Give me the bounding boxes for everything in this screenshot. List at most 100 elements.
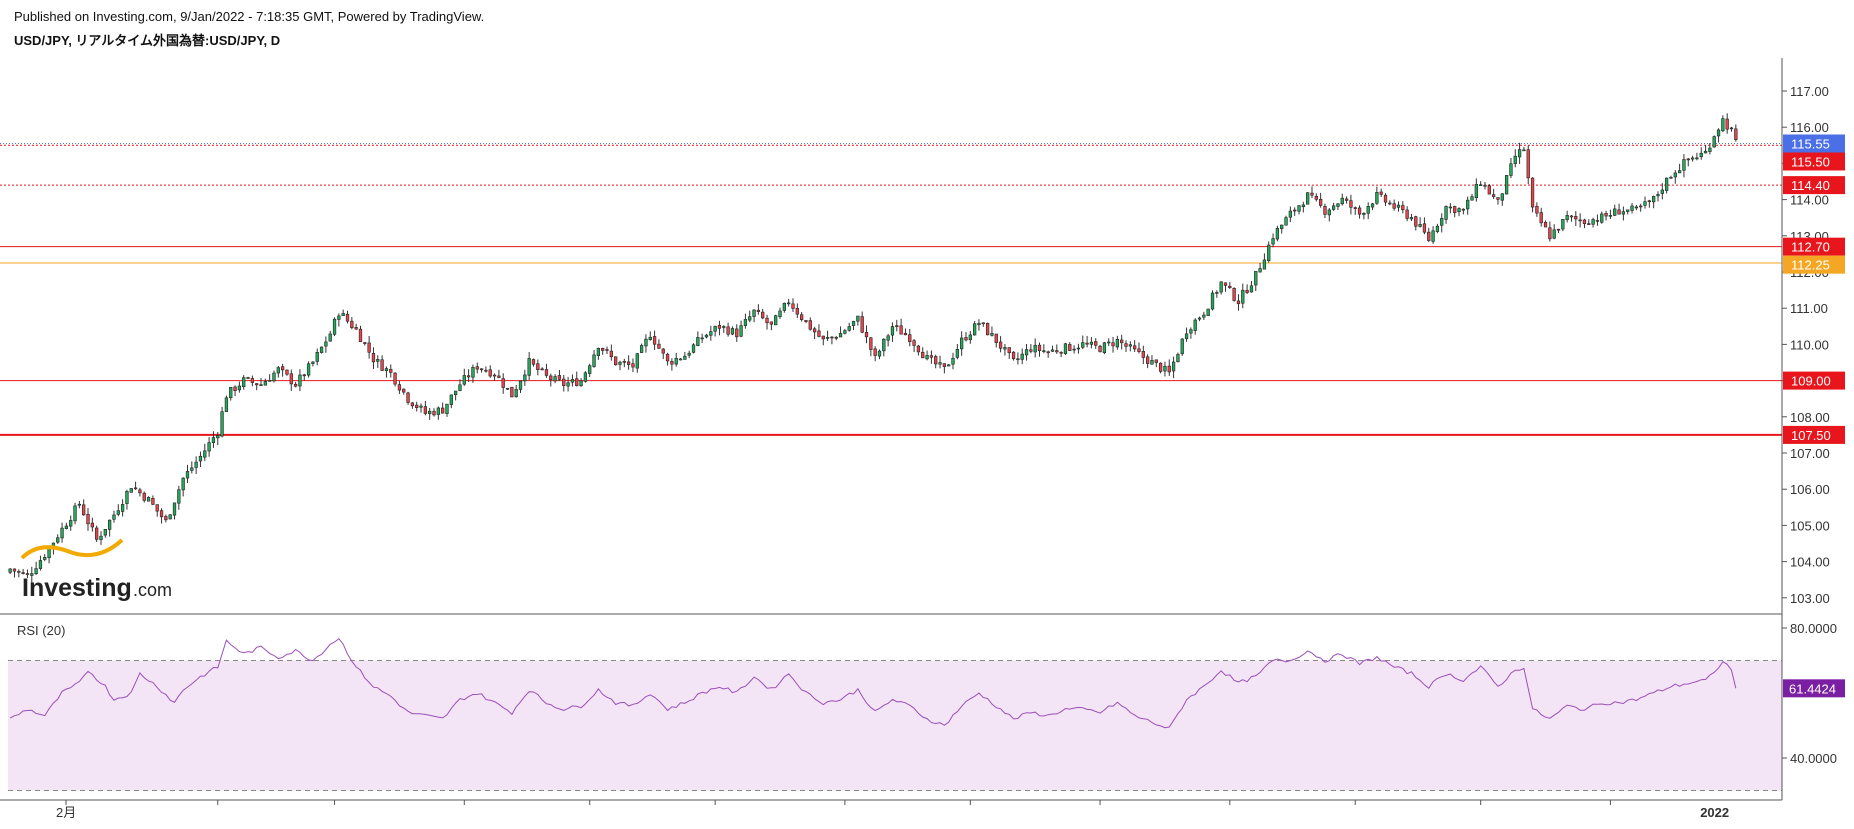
- price-tag-label: 115.50: [1791, 154, 1830, 169]
- candle-down: [735, 328, 739, 338]
- candle-up: [704, 334, 709, 338]
- candle-down: [549, 375, 553, 381]
- candle-down: [25, 573, 30, 575]
- investing-swoosh-icon: [20, 538, 124, 560]
- candle-up: [1301, 204, 1305, 208]
- candle-down: [908, 334, 912, 342]
- candle-up: [211, 437, 216, 443]
- candle-down: [1401, 205, 1405, 211]
- candle-up: [341, 313, 345, 316]
- candle-up: [877, 350, 882, 357]
- candle-down: [1055, 350, 1059, 353]
- candle-down: [1357, 207, 1362, 215]
- candle-up: [1197, 317, 1202, 320]
- candle-down: [21, 572, 25, 574]
- candle-down: [367, 342, 371, 353]
- candle-up: [678, 358, 683, 361]
- candle-down: [415, 404, 419, 408]
- candle-up: [990, 333, 994, 336]
- price-tag-label: 107.50: [1791, 428, 1831, 443]
- candle-up: [1210, 292, 1215, 310]
- price-tag: [1783, 152, 1845, 171]
- candle-down: [540, 368, 544, 371]
- candle-up: [1457, 208, 1461, 213]
- candle-up: [116, 510, 120, 515]
- candle-down: [1167, 365, 1171, 373]
- rsi-value-label: 61.4424: [1789, 681, 1836, 696]
- candle-down: [864, 332, 869, 338]
- price-tag-label: 115.55: [1791, 136, 1830, 151]
- candle-up: [185, 471, 190, 479]
- candle-down: [250, 378, 255, 383]
- candle-up: [1262, 259, 1267, 270]
- candle-down: [1574, 216, 1578, 220]
- candle-up: [951, 357, 955, 365]
- candle-up: [972, 323, 977, 336]
- candle-down: [756, 309, 761, 312]
- candle-up: [1517, 149, 1522, 158]
- candle-up: [198, 455, 203, 462]
- rsi-title: RSI (20): [17, 623, 65, 638]
- candle-up: [1448, 206, 1453, 209]
- logo-suffix: .com: [133, 580, 172, 600]
- candle-down: [1686, 158, 1690, 161]
- candle-down: [133, 487, 138, 490]
- price-tick-label: 106.00: [1790, 482, 1830, 497]
- candle-down: [1414, 216, 1418, 227]
- candle-down: [423, 406, 428, 414]
- candle-up: [1613, 208, 1617, 216]
- candle-up: [938, 362, 942, 365]
- candle-up: [1690, 157, 1695, 160]
- candle-up: [787, 302, 791, 305]
- candle-down: [821, 335, 825, 340]
- candle-down: [1344, 198, 1349, 201]
- candle-up: [1003, 347, 1007, 350]
- candle-down: [1318, 198, 1323, 206]
- symbol-title: USD/JPY, リアルタイム外国為替:USD/JPY, D: [14, 33, 281, 48]
- candle-up: [1634, 206, 1639, 209]
- candle-up: [1202, 314, 1206, 318]
- candle-up: [1366, 206, 1370, 214]
- candle-up: [194, 461, 198, 468]
- candle-up: [263, 381, 267, 386]
- candle-up: [276, 367, 280, 374]
- candle-up: [1219, 281, 1223, 293]
- candle-up: [830, 336, 834, 339]
- candle-down: [791, 303, 795, 309]
- candle-down: [255, 383, 259, 386]
- candle-up: [1716, 129, 1721, 137]
- candle-down: [280, 366, 285, 371]
- candle-up: [172, 502, 177, 516]
- candle-down: [916, 345, 921, 353]
- candle-up: [1163, 365, 1167, 372]
- candle-down: [1007, 347, 1011, 354]
- time-label: 2月: [56, 805, 76, 820]
- candle-up: [1699, 152, 1703, 158]
- candle-up: [1729, 127, 1734, 130]
- candle-down: [1094, 341, 1098, 346]
- candle-down: [1483, 184, 1487, 187]
- candle-up: [1072, 348, 1076, 351]
- candle-down: [1539, 212, 1543, 224]
- price-tag: [1783, 176, 1845, 195]
- candle-down: [17, 571, 21, 573]
- candle-down: [246, 377, 250, 379]
- candle-up: [514, 389, 518, 398]
- candle-down: [1120, 339, 1124, 344]
- candle-down: [605, 349, 609, 351]
- candle-down: [1647, 200, 1651, 203]
- candle-down: [164, 516, 168, 521]
- candle-up: [1063, 343, 1068, 355]
- candle-up: [1288, 210, 1293, 218]
- candle-up: [890, 326, 895, 336]
- candle-up: [125, 491, 129, 504]
- candle-up: [1297, 205, 1301, 212]
- candle-up: [220, 411, 224, 437]
- candle-up: [216, 435, 220, 439]
- candle-up: [596, 347, 601, 356]
- candle-down: [479, 368, 484, 371]
- candle-up: [838, 333, 843, 338]
- candle-up: [639, 345, 644, 353]
- candle-down: [410, 402, 415, 407]
